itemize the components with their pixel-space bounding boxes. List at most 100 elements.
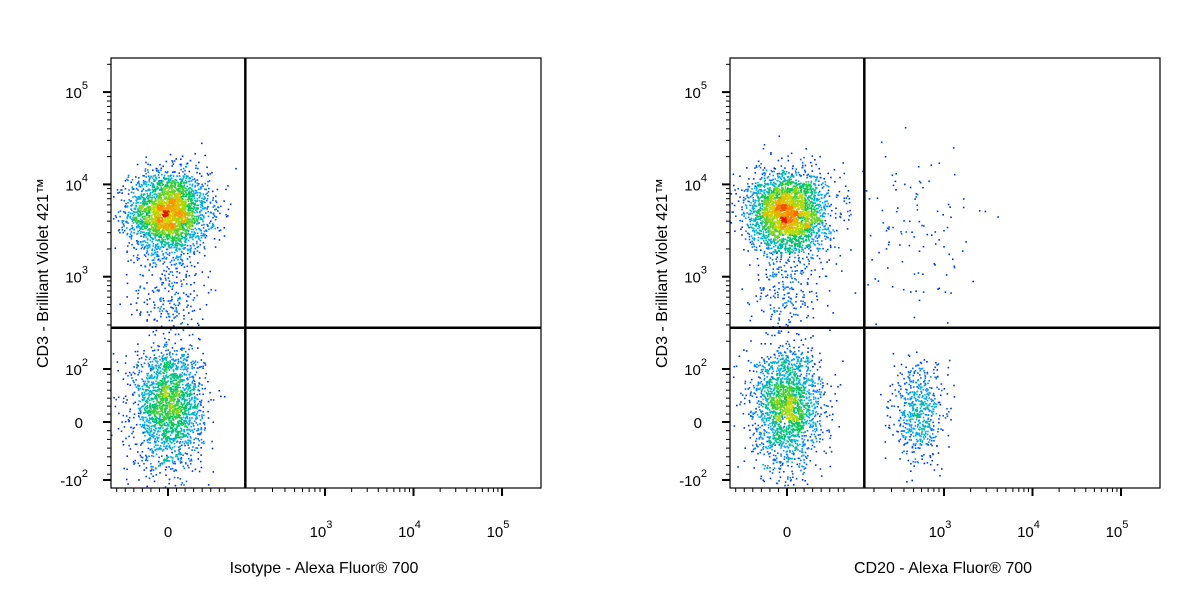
event-point: [184, 173, 186, 176]
event-point: [189, 198, 192, 201]
event-point: [150, 417, 152, 420]
event-point: [166, 459, 169, 462]
event-point: [149, 209, 151, 211]
event-point: [173, 414, 175, 416]
event-point: [174, 171, 176, 173]
event-point: [158, 211, 160, 214]
event-point: [193, 204, 196, 206]
event-point: [141, 378, 143, 381]
event-point: [173, 445, 176, 448]
event-point: [138, 220, 140, 222]
event-point: [189, 159, 192, 162]
event-point: [143, 412, 145, 414]
event-point: [189, 399, 191, 402]
event-point: [184, 202, 187, 205]
event-point: [172, 412, 174, 414]
event-point: [193, 413, 195, 415]
event-point: [190, 190, 193, 192]
event-point: [161, 449, 164, 452]
event-point: [182, 406, 184, 409]
event-point: [146, 311, 149, 313]
event-point: [203, 421, 206, 424]
event-point: [179, 478, 182, 480]
event-point: [202, 205, 204, 208]
event-point: [192, 208, 195, 210]
event-point: [132, 371, 135, 374]
event-point: [137, 220, 139, 223]
event-point: [175, 200, 178, 202]
event-point: [138, 371, 140, 374]
event-point: [158, 181, 160, 183]
event-point: [181, 191, 183, 193]
event-point: [155, 167, 157, 170]
event-point: [171, 417, 174, 420]
event-point: [151, 186, 154, 189]
event-point: [132, 216, 134, 219]
event-point: [124, 395, 127, 398]
event-point: [180, 211, 183, 214]
event-point: [144, 211, 146, 213]
event-point: [196, 242, 198, 245]
event-point: [205, 212, 207, 214]
event-point: [201, 441, 203, 444]
event-point: [161, 250, 163, 253]
event-point: [175, 389, 178, 391]
event-point: [173, 395, 176, 398]
event-point: [157, 255, 160, 258]
event-point: [159, 196, 162, 199]
event-point: [177, 393, 180, 395]
event-point: [174, 386, 176, 389]
event-point: [138, 185, 141, 188]
event-point: [144, 255, 147, 258]
event-point: [145, 161, 147, 164]
event-point: [148, 477, 151, 480]
event-point: [153, 397, 156, 399]
event-point: [164, 171, 167, 173]
event-point: [127, 176, 130, 178]
event-point: [197, 188, 200, 190]
event-point: [142, 188, 145, 191]
event-point: [194, 385, 196, 387]
event-point: [149, 391, 151, 393]
event-point: [198, 200, 201, 202]
event-point: [125, 478, 128, 481]
event-point: [223, 200, 225, 202]
event-point: [144, 170, 146, 172]
event-point: [173, 317, 175, 319]
event-point: [186, 265, 189, 268]
event-point: [149, 356, 152, 359]
event-point: [149, 235, 151, 237]
event-point: [172, 422, 175, 424]
event-point: [180, 181, 183, 183]
event-point: [148, 434, 151, 437]
event-point: [178, 227, 180, 230]
event-point: [180, 397, 182, 399]
event-point: [171, 182, 173, 185]
event-point: [123, 199, 126, 202]
event-point: [154, 449, 157, 452]
event-point: [162, 190, 164, 192]
event-point: [181, 354, 183, 356]
event-point: [157, 345, 159, 347]
event-point: [167, 431, 169, 433]
event-point: [157, 448, 159, 451]
event-point: [203, 414, 205, 417]
event-point: [154, 410, 157, 412]
event-point: [172, 404, 175, 407]
event-point: [190, 459, 193, 462]
event-point: [159, 367, 162, 369]
event-point: [197, 204, 200, 207]
event-point: [183, 408, 186, 411]
event-point: [179, 186, 181, 188]
event-point: [160, 167, 163, 169]
event-point: [198, 251, 201, 254]
event-point: [179, 201, 182, 203]
event-point: [169, 387, 171, 389]
event-point: [157, 219, 159, 221]
event-point: [162, 388, 165, 391]
event-point: [177, 216, 179, 219]
event-point: [191, 417, 193, 419]
event-point: [143, 424, 146, 427]
event-point: [151, 449, 154, 452]
event-point: [187, 213, 189, 216]
